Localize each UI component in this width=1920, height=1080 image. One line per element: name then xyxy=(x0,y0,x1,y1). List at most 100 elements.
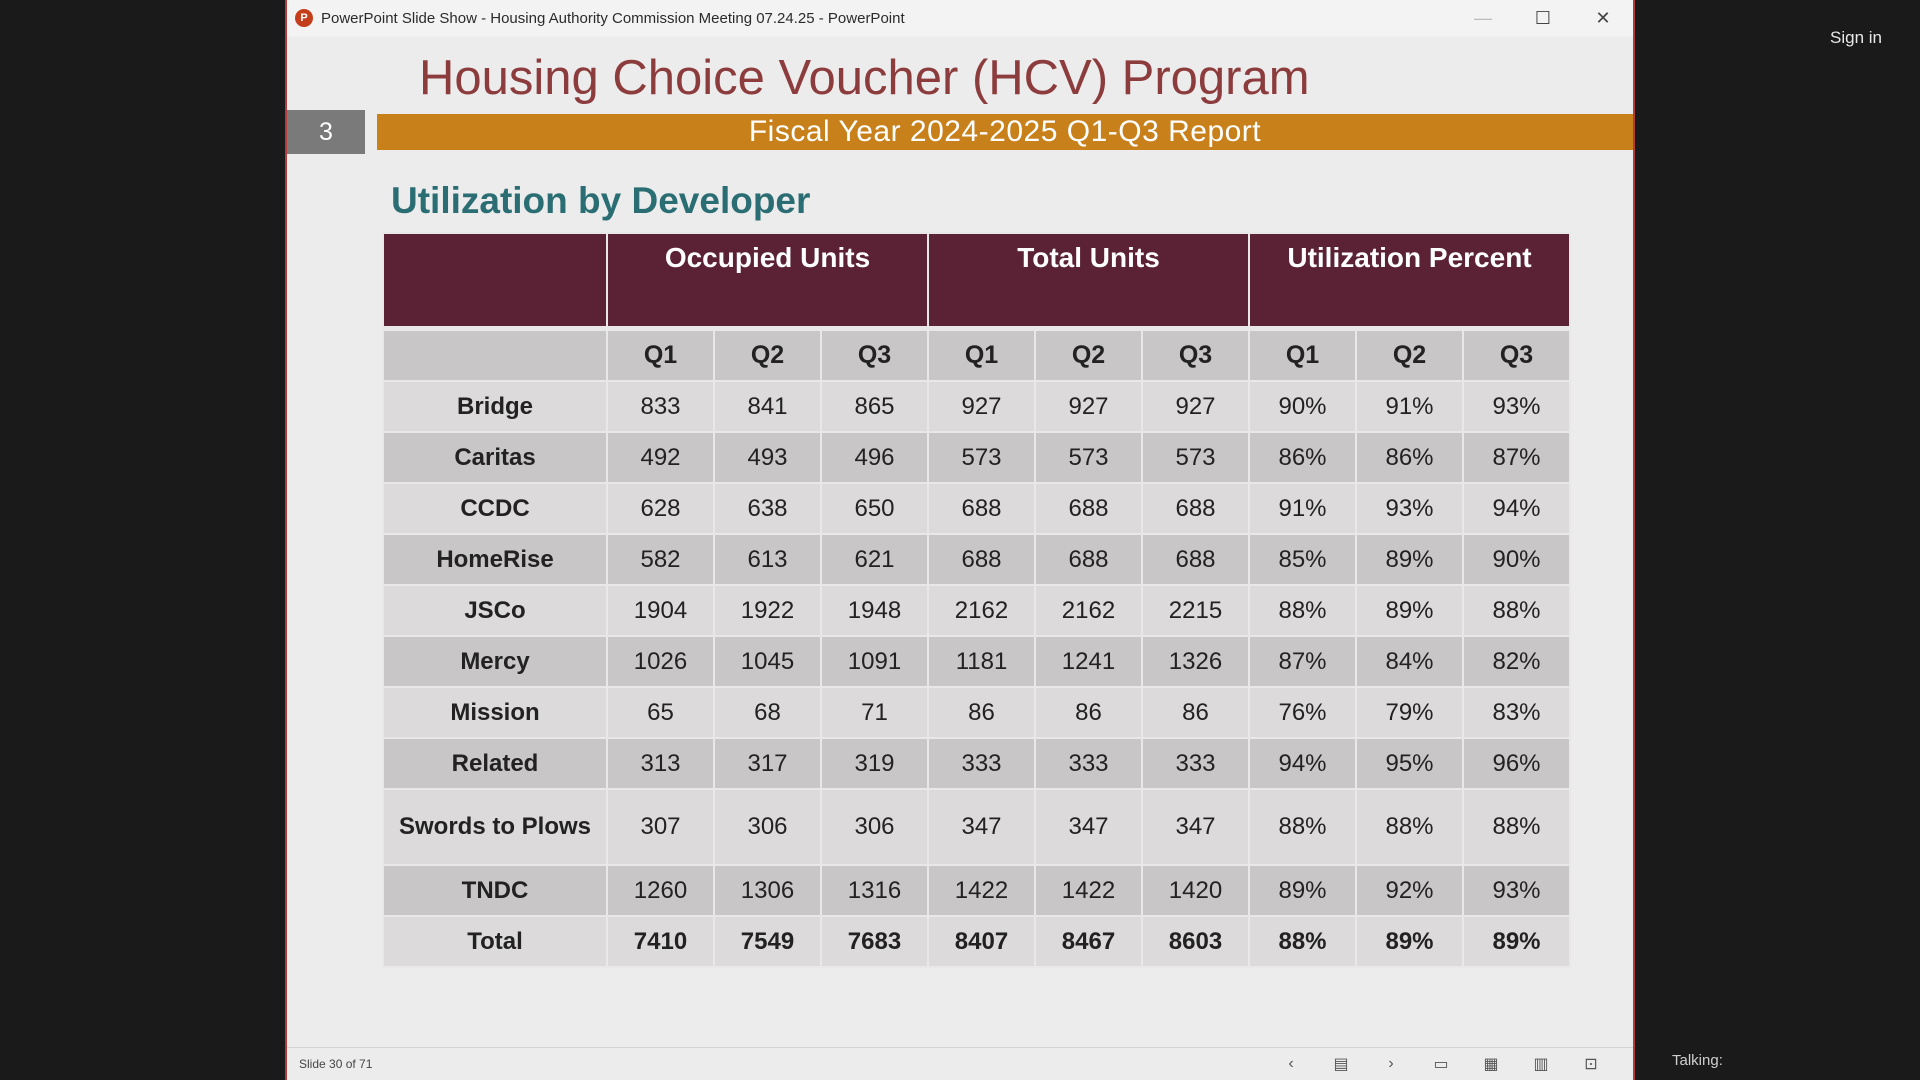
table-cell: 1045 xyxy=(713,635,822,688)
table-cell: 333 xyxy=(1034,737,1143,790)
total-cell: 88% xyxy=(1248,915,1357,968)
table-cell: 76% xyxy=(1248,686,1357,739)
table-cell: 1904 xyxy=(606,584,715,637)
table-cell: 2215 xyxy=(1141,584,1250,637)
total-cell: 7549 xyxy=(713,915,822,968)
slide-title: Housing Choice Voucher (HCV) Program xyxy=(419,51,1310,105)
table-row: TNDC 1260 1306 1316 1422 1422 1420 89% 92% 93% xyxy=(382,864,1571,917)
powerpoint-icon: P xyxy=(295,9,313,27)
table-row: Mercy 1026 1045 1091 1181 1241 1326 87% 84% 82% xyxy=(382,635,1571,688)
quarter-header-row: Q1 Q2 Q3 Q1 Q2 Q3 Q1 Q2 Q3 xyxy=(382,326,1571,382)
table-cell: 90% xyxy=(1248,380,1357,433)
table-cell: 95% xyxy=(1355,737,1464,790)
table-cell: 65 xyxy=(606,686,715,739)
table-cell: 306 xyxy=(820,788,929,866)
total-cell: 89% xyxy=(1462,915,1571,968)
table-cell: 573 xyxy=(927,431,1036,484)
table-cell: 86 xyxy=(1034,686,1143,739)
table-cell: 317 xyxy=(713,737,822,790)
developer-name: Mercy xyxy=(382,635,608,688)
table-cell: 347 xyxy=(1034,788,1143,866)
table-cell: 84% xyxy=(1355,635,1464,688)
table-cell: 89% xyxy=(1355,533,1464,586)
table-cell: 94% xyxy=(1248,737,1357,790)
table-cell: 688 xyxy=(1034,482,1143,535)
table-cell: 1306 xyxy=(713,864,822,917)
minimize-button[interactable]: — xyxy=(1474,7,1492,28)
total-cell: 89% xyxy=(1355,915,1464,968)
table-cell: 83% xyxy=(1462,686,1571,739)
quarter-header: Q2 xyxy=(713,326,822,382)
reading-view-icon[interactable]: ▥ xyxy=(1533,1056,1549,1073)
table-cell: 621 xyxy=(820,533,929,586)
slide[interactable]: Housing Choice Voucher (HCV) Program 3 F… xyxy=(287,38,1633,1048)
table-cell: 1316 xyxy=(820,864,929,917)
table-cell: 86% xyxy=(1355,431,1464,484)
status-tools: ‹ ▤ › ▭ ▦ ▥ ⊡ xyxy=(1279,1048,1603,1080)
quarter-header: Q3 xyxy=(820,326,929,382)
table-cell: 94% xyxy=(1462,482,1571,535)
table-cell: 1326 xyxy=(1141,635,1250,688)
table-cell: 927 xyxy=(1141,380,1250,433)
total-cell: 7683 xyxy=(820,915,929,968)
table-cell: 841 xyxy=(713,380,822,433)
table-cell: 85% xyxy=(1248,533,1357,586)
developer-name: Mission xyxy=(382,686,608,739)
table-cell: 79% xyxy=(1355,686,1464,739)
table-cell: 1181 xyxy=(927,635,1036,688)
total-cell: 7410 xyxy=(606,915,715,968)
table-cell: 1091 xyxy=(820,635,929,688)
table-cell: 319 xyxy=(820,737,929,790)
previous-icon[interactable]: ‹ xyxy=(1288,1055,1294,1072)
table-cell: 90% xyxy=(1462,533,1571,586)
group-header-occupied: Occupied Units xyxy=(606,232,929,330)
total-row: Total 7410 7549 7683 8407 8467 8603 88% 89% 89% xyxy=(382,915,1571,968)
table-cell: 1922 xyxy=(713,584,822,637)
table-cell: 88% xyxy=(1248,788,1357,866)
table-cell: 688 xyxy=(1141,533,1250,586)
quarter-header: Q2 xyxy=(1034,326,1143,382)
table-cell: 833 xyxy=(606,380,715,433)
table-cell: 347 xyxy=(1141,788,1250,866)
normal-view-icon[interactable]: ▭ xyxy=(1433,1056,1449,1073)
table-row: HomeRise 582 613 621 688 688 688 85% 89% 90% xyxy=(382,533,1571,586)
close-button[interactable]: ✕ xyxy=(1595,7,1611,28)
window-controls: — ☐ ✕ xyxy=(1453,0,1633,36)
table-cell: 313 xyxy=(606,737,715,790)
table-cell: 573 xyxy=(1034,431,1143,484)
total-cell: 8603 xyxy=(1141,915,1250,968)
quarter-header: Q2 xyxy=(1355,326,1464,382)
table-cell: 91% xyxy=(1248,482,1357,535)
window-title: PowerPoint Slide Show - Housing Authorit… xyxy=(321,9,905,27)
table-cell: 88% xyxy=(1248,584,1357,637)
maximize-button[interactable]: ☐ xyxy=(1534,7,1552,28)
table-cell: 68 xyxy=(713,686,822,739)
table-cell: 688 xyxy=(927,482,1036,535)
table-cell: 2162 xyxy=(1034,584,1143,637)
quarter-header: Q1 xyxy=(1248,326,1357,382)
table-cell: 638 xyxy=(713,482,822,535)
slide-menu-icon[interactable]: ▤ xyxy=(1333,1056,1349,1073)
sign-in-button[interactable]: Sign in xyxy=(1830,28,1882,47)
slide-number-badge: 3 xyxy=(287,110,365,154)
table-cell: 89% xyxy=(1355,584,1464,637)
quarter-header: Q1 xyxy=(927,326,1036,382)
table-cell: 91% xyxy=(1355,380,1464,433)
table-cell: 927 xyxy=(927,380,1036,433)
table-row: Caritas 492 493 496 573 573 573 86% 86% 87% xyxy=(382,431,1571,484)
title-bar: P PowerPoint Slide Show - Housing Author… xyxy=(287,0,1633,36)
table-cell: 1026 xyxy=(606,635,715,688)
developer-name: Related xyxy=(382,737,608,790)
table-row: Related 313 317 319 333 333 333 94% 95% 96% xyxy=(382,737,1571,790)
slideshow-icon[interactable]: ⊡ xyxy=(1584,1056,1598,1073)
group-header-utilization: Utilization Percent xyxy=(1248,232,1571,330)
section-title: Utilization by Developer xyxy=(391,180,811,221)
slide-sorter-icon[interactable]: ▦ xyxy=(1483,1056,1499,1073)
developer-name: CCDC xyxy=(382,482,608,535)
table-cell: 86 xyxy=(927,686,1036,739)
table-cell: 96% xyxy=(1462,737,1571,790)
powerpoint-window: P PowerPoint Slide Show - Housing Author… xyxy=(285,0,1635,1080)
table-row: Bridge 833 841 865 927 927 927 90% 91% 93% xyxy=(382,380,1571,433)
table-cell: 71 xyxy=(820,686,929,739)
next-icon[interactable]: › xyxy=(1388,1055,1394,1072)
